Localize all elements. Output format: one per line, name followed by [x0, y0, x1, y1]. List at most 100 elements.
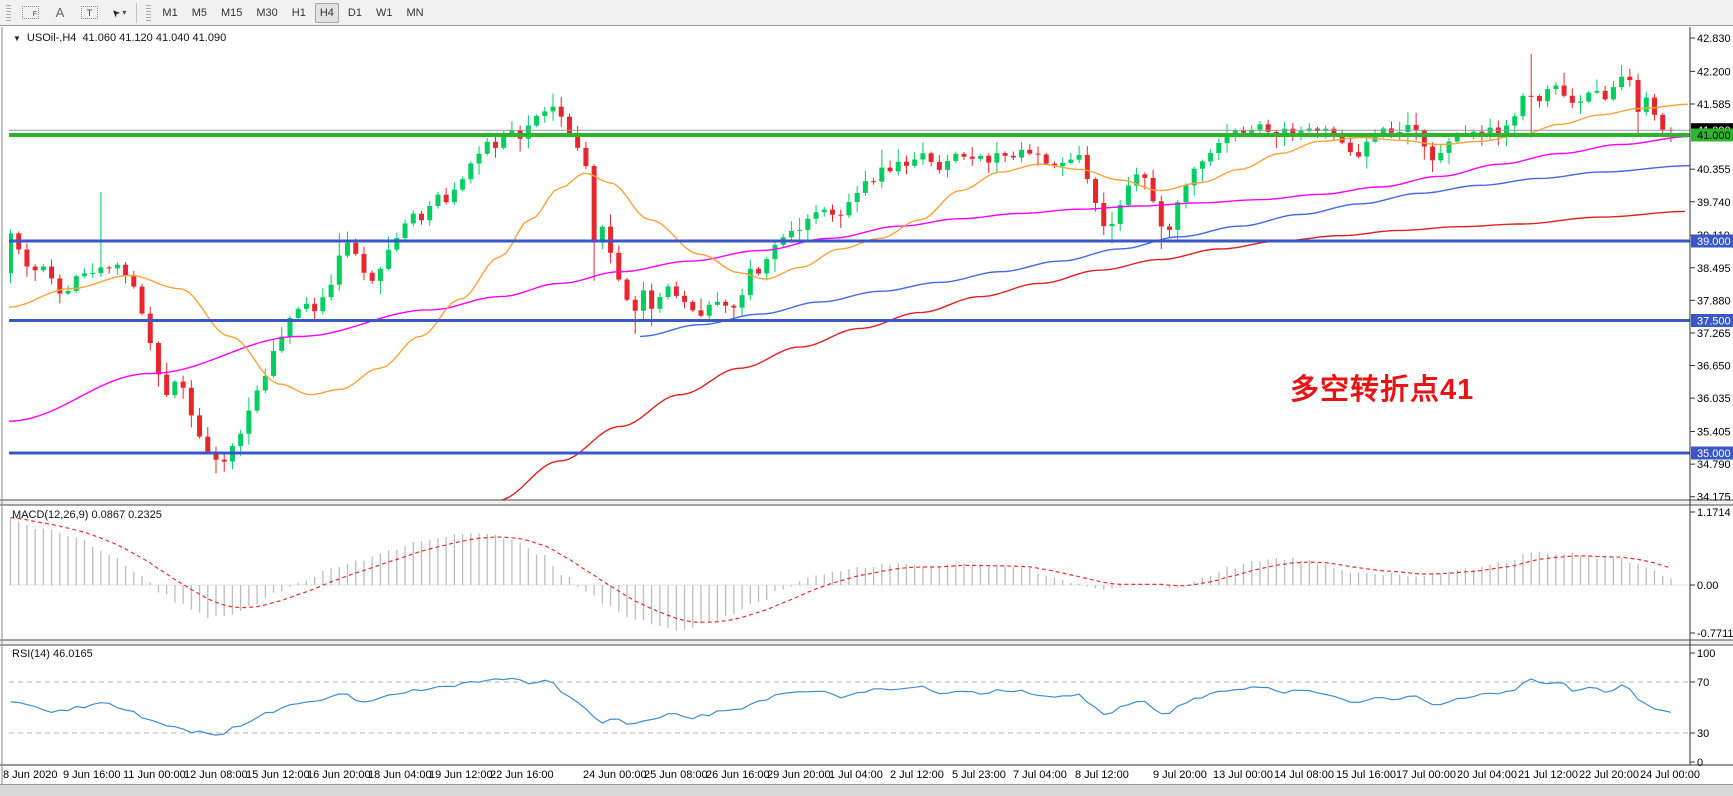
time-axis-label: 22 Jul 20:00: [1579, 769, 1639, 781]
time-axis-label: 24 Jun 00:00: [583, 769, 647, 781]
text-label-icon[interactable]: A: [48, 3, 72, 23]
timeframe-w1-button[interactable]: W1: [371, 3, 398, 23]
timeframe-m15-button[interactable]: M15: [216, 3, 247, 23]
toolbar-separator: [136, 2, 138, 23]
price-axis-label: 36.035: [1697, 393, 1731, 405]
timeframe-m30-button[interactable]: M30: [251, 3, 282, 23]
time-axis-label: 2 Jul 12:00: [890, 769, 944, 781]
time-axis-label: 9 Jun 16:00: [63, 769, 121, 781]
rsi-axis-label: 70: [1697, 677, 1709, 689]
price-axis-label: 39.740: [1697, 197, 1731, 209]
time-axis-label: 15 Jun 12:00: [246, 769, 310, 781]
rsi-pane: [9, 677, 1690, 736]
time-axis-label: 18 Jun 04:00: [368, 769, 432, 781]
price-axis-label: 34.175: [1697, 492, 1731, 504]
time-axis-label: 29 Jun 20:00: [767, 769, 831, 781]
hline-price-tag: [1691, 446, 1733, 460]
price-axis-label: 36.650: [1697, 361, 1731, 373]
text-box-icon[interactable]: T: [76, 3, 103, 23]
text-box-glyph: T: [81, 6, 98, 19]
timeframe-h4-button[interactable]: H4: [314, 2, 339, 23]
top-toolbar: F A T ➤ ▾ M1 M5 M15 M30 H1 H4 D1 W1 MN: [0, 0, 1733, 26]
price-axis-label: 37.265: [1697, 328, 1731, 340]
timeframe-d1-button[interactable]: D1: [343, 3, 367, 23]
snap-grid-glyph: F: [22, 6, 39, 19]
rsi-axis-label: 0: [1697, 757, 1703, 769]
price-axis-label: 41.585: [1697, 99, 1731, 111]
chevron-down-icon[interactable]: ▼: [13, 33, 21, 43]
macd-axis-label: 1.1714: [1697, 507, 1731, 519]
time-axis-label: 12 Jun 08:00: [184, 769, 248, 781]
ma-mid-magenta-line: [9, 135, 1689, 422]
timeframe-m5-button[interactable]: M5: [187, 3, 212, 23]
cursor-arrow-glyph: ➤: [109, 5, 124, 20]
macd-pane: [9, 517, 1690, 631]
svg-text:35.000: 35.000: [1697, 448, 1731, 460]
time-axis-label: 14 Jul 08:00: [1274, 769, 1334, 781]
time-axis-label: 5 Jul 23:00: [952, 769, 1006, 781]
price-axis-label: 34.790: [1697, 459, 1731, 471]
price-axis-label: 35.405: [1697, 427, 1731, 439]
time-axis-label: 17 Jul 00:00: [1396, 769, 1456, 781]
time-axis-label: 22 Jun 16:00: [490, 769, 554, 781]
price-axis-label: 40.355: [1697, 164, 1731, 176]
chart-window[interactable]: 42.83042.20041.58540.35539.74039.11038.4…: [0, 26, 1733, 784]
svg-text:41.000: 41.000: [1697, 130, 1731, 142]
time-axis-label: 9 Jul 20:00: [1153, 769, 1207, 781]
ma-slow-blue-line: [639, 165, 1690, 338]
chart-canvas[interactable]: 42.83042.20041.58540.35539.74039.11038.4…: [0, 26, 1733, 784]
time-axis-label: 16 Jun 20:00: [307, 769, 371, 781]
timeframe-m1-button[interactable]: M1: [157, 3, 182, 23]
hline-price-tag: [1691, 234, 1733, 248]
ohlc-values: 41.060 41.120 41.040 41.090: [82, 32, 227, 44]
time-axis-label: 19 Jun 12:00: [429, 769, 493, 781]
time-axis-label: 21 Jul 12:00: [1518, 769, 1578, 781]
svg-text:39.000: 39.000: [1697, 236, 1731, 248]
chart-symbol-header: ▼ USOil-,H4 41.060 41.120 41.040 41.090: [13, 32, 226, 44]
rsi-axis-label: 30: [1697, 728, 1709, 740]
time-axis-label: 13 Jul 00:00: [1213, 769, 1273, 781]
price-axis-label: 38.495: [1697, 263, 1731, 275]
toolbar-drag-handle[interactable]: [6, 4, 11, 21]
macd-axis-label: -0.7711: [1697, 628, 1733, 640]
pane-splitter[interactable]: [0, 640, 1733, 645]
time-axis-label: 8 Jul 12:00: [1075, 769, 1129, 781]
macd-indicator-label: MACD(12,26,9) 0.0867 0.2325: [12, 509, 162, 521]
timeframe-mn-button[interactable]: MN: [401, 3, 428, 23]
time-axis-label: 26 Jun 16:00: [706, 769, 770, 781]
price-axis[interactable]: 42.83042.20041.58540.35539.74039.11038.4…: [1690, 33, 1733, 769]
time-axis-label: 8 Jun 2020: [3, 769, 57, 781]
main-pane: [9, 53, 1690, 500]
timeframe-toolbar-handle[interactable]: [146, 4, 152, 21]
chart-text-annotation[interactable]: 多空转折点41: [1290, 374, 1475, 406]
symbol-label: USOil-,H4: [26, 32, 77, 44]
ma-slowest-red-line: [496, 210, 1686, 500]
time-axis-label: 25 Jun 08:00: [644, 769, 708, 781]
time-axis-label: 20 Jul 04:00: [1457, 769, 1517, 781]
timeframe-h1-button[interactable]: H1: [287, 3, 311, 23]
rsi-axis-label: 100: [1697, 648, 1715, 660]
rsi-indicator-label: RSI(14) 46.0165: [12, 648, 93, 660]
price-axis-label: 42.830: [1697, 33, 1731, 45]
arrow-tools-icon[interactable]: ➤ ▾: [107, 3, 131, 23]
time-axis-label: 24 Jul 00:00: [1640, 769, 1700, 781]
hline-price-tag: [1691, 313, 1733, 327]
time-axis-label: 11 Jun 00:00: [123, 769, 186, 781]
candles-layer: [9, 53, 1674, 474]
macd-axis-label: 0.00: [1697, 580, 1718, 592]
snap-grid-icon[interactable]: F: [17, 3, 44, 23]
svg-text:37.500: 37.500: [1697, 315, 1731, 327]
macd-signal-line: [10, 517, 1672, 623]
window-bottom-strip: [0, 784, 1733, 796]
chevron-down-icon: ▾: [122, 8, 127, 17]
price-axis-label: 37.880: [1697, 295, 1731, 307]
pane-splitter[interactable]: [0, 500, 1733, 505]
hline-price-tag: [1691, 128, 1733, 142]
time-axis-label: 15 Jul 16:00: [1336, 769, 1396, 781]
price-axis-label: 42.200: [1697, 66, 1731, 78]
time-axis-label: 1 Jul 04:00: [829, 769, 883, 781]
time-axis-label: 7 Jul 04:00: [1013, 769, 1067, 781]
ma-fast-orange-line: [9, 103, 1689, 396]
rsi-line: [10, 677, 1672, 736]
